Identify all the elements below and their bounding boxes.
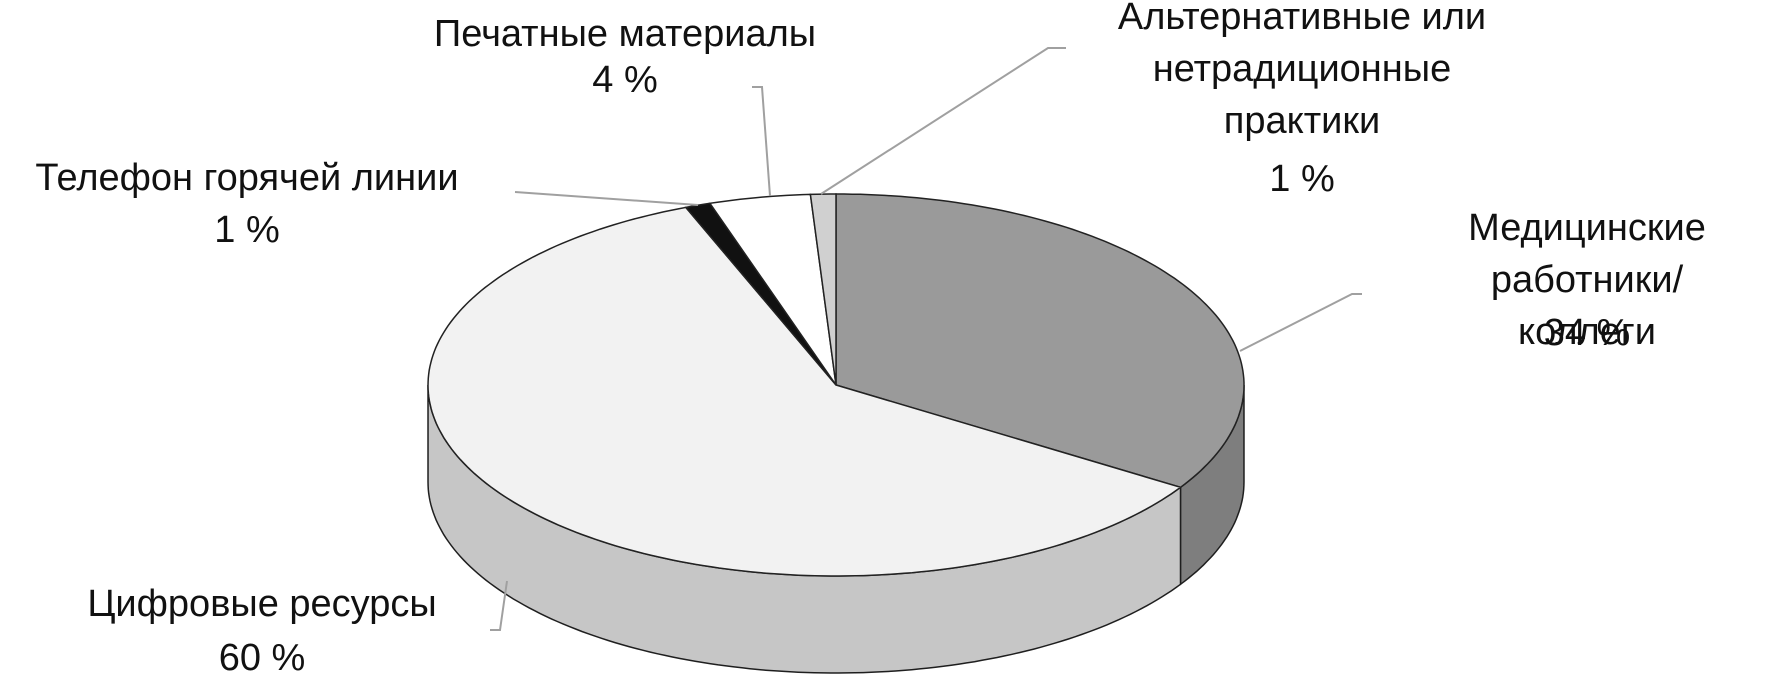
category-label: Телефон горячей линии [35,157,459,199]
value-label: 34 % [1543,312,1631,354]
leader-line [820,47,1066,195]
slice [427,206,1183,577]
category-label: Медицинские работники/коллеги [1468,207,1706,353]
pie [427,193,1245,674]
slice [835,193,1245,489]
slice-side-shade [428,385,1181,673]
slice [708,193,837,386]
leader-line [514,191,699,206]
slice [809,193,837,386]
value-label: 1 % [214,209,280,251]
value-label: 60 % [218,637,306,679]
category-label: Цифровые ресурсы [87,583,437,625]
slice-side-shade [1180,385,1244,585]
value-label: 1 % [1269,158,1335,200]
leader-line [1239,293,1362,352]
category-label: Печатные материалы [433,13,817,55]
leader-line [752,86,771,197]
leader-line [490,580,508,631]
category-label: Альтернативные или нетрадиционные практи… [1117,0,1487,142]
value-label: 4 % [592,59,658,101]
